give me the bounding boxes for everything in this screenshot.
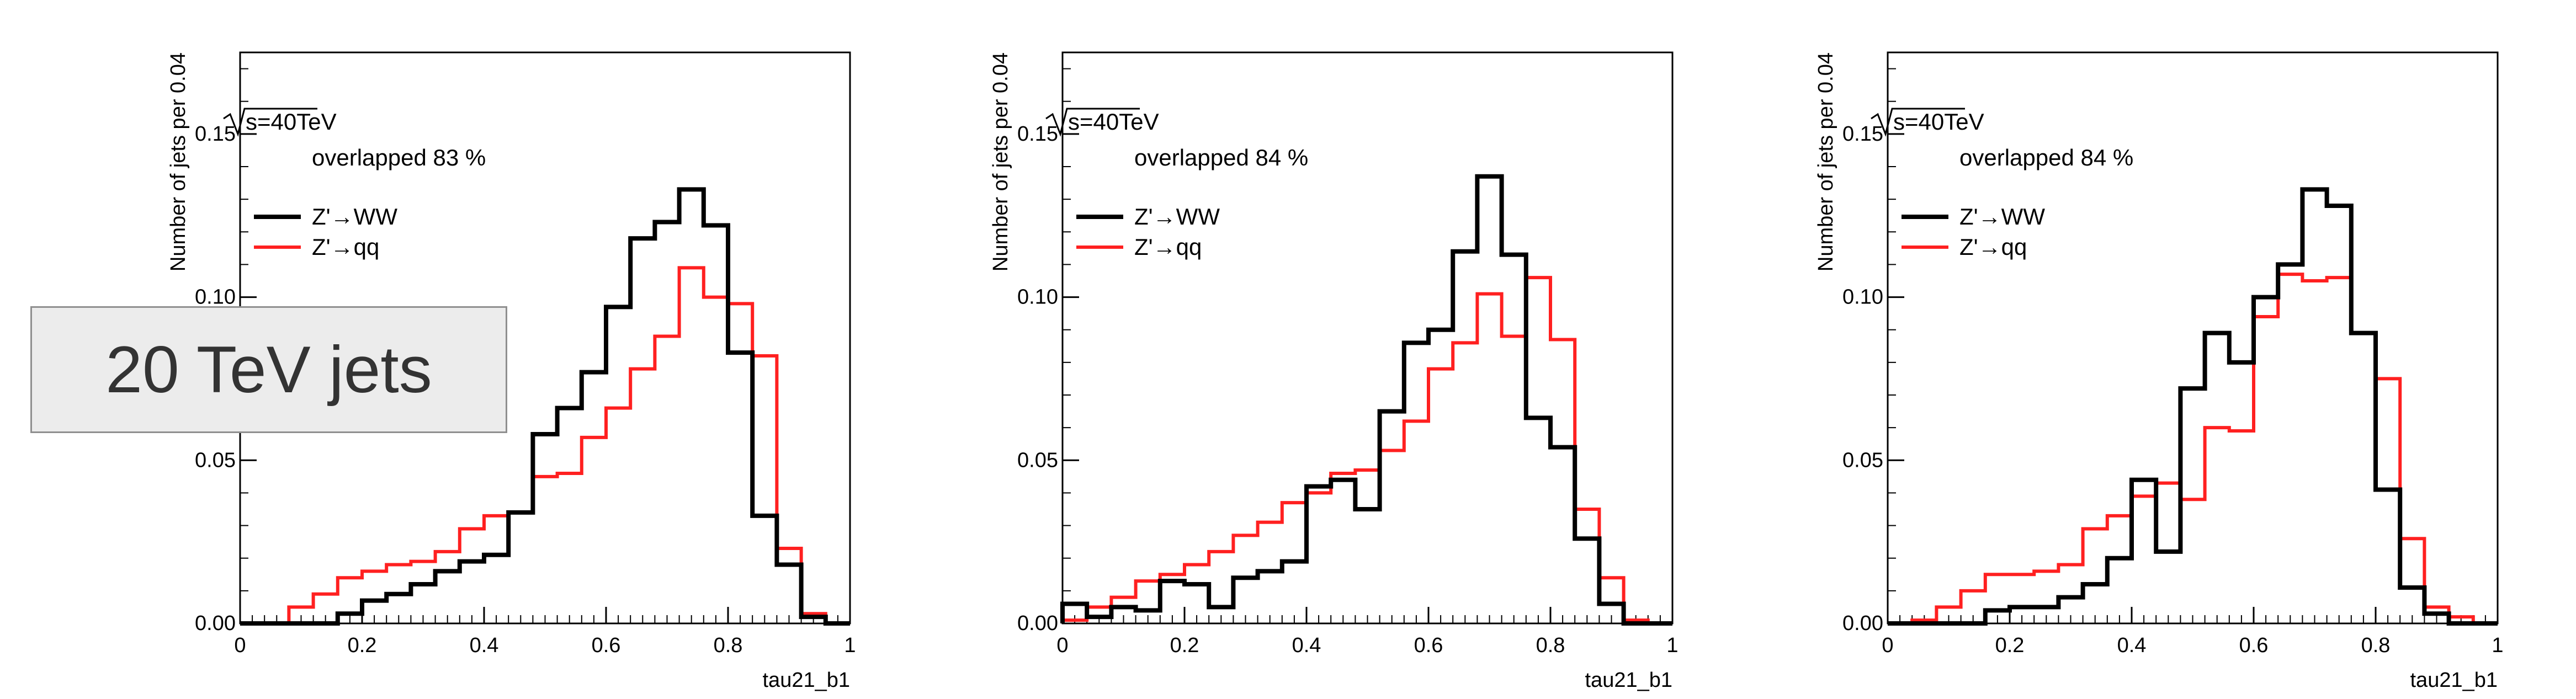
y-tick-label: 0.15 bbox=[195, 122, 236, 146]
histogram-zprime-qq bbox=[1888, 273, 2498, 625]
sqrt-symbol bbox=[223, 108, 317, 137]
legend-label: Z'→WW bbox=[1134, 204, 1220, 230]
x-tick-label: 1 bbox=[1666, 634, 1678, 657]
x-tick-label: 0 bbox=[234, 634, 246, 657]
x-axis-label: tau21_b1 bbox=[763, 669, 851, 692]
overlap-label: overlapped 84 % bbox=[1959, 145, 2133, 170]
y-tick-label: 0.00 bbox=[1017, 612, 1058, 635]
legend-label: Z'→WW bbox=[1959, 204, 2045, 230]
y-tick-label: 0.10 bbox=[195, 286, 236, 309]
y-tick-label: 0.05 bbox=[1842, 449, 1883, 472]
energy-label: s=40TeV bbox=[246, 109, 337, 135]
overlap-label: overlapped 83 % bbox=[312, 145, 486, 170]
x-tick-label: 0.8 bbox=[1536, 634, 1565, 657]
y-axis-label: Number of jets per 0.04 bbox=[1814, 52, 1837, 271]
x-tick-label: 0 bbox=[1882, 634, 1893, 657]
histogram-zprime-qq bbox=[1061, 276, 1672, 625]
x-tick-label: 0.6 bbox=[1414, 634, 1443, 657]
energy-label: s=40TeV bbox=[1068, 109, 1159, 135]
y-tick-label: 0.10 bbox=[1017, 286, 1058, 309]
sqrt-symbol bbox=[1045, 108, 1140, 137]
histogram-zprime-ww bbox=[240, 187, 850, 626]
jets-label-box: 20 TeV jets bbox=[30, 306, 507, 433]
chart-panel-2: 0 0.2 0.4 0.6 0.8 1 0.00 0.05 0.10 0.15 tau21_b1 Nu… bbox=[989, 51, 1679, 692]
y-tick-label: 0.10 bbox=[1842, 286, 1883, 309]
x-tick-label: 0.2 bbox=[348, 634, 377, 657]
x-tick-label: 0 bbox=[1056, 634, 1068, 657]
x-tick-label: 0.8 bbox=[714, 634, 743, 657]
x-axis-label: tau21_b1 bbox=[2410, 669, 2498, 692]
x-tick-label: 0.6 bbox=[2239, 634, 2269, 657]
sqrt-symbol bbox=[1871, 108, 1965, 137]
y-tick-label: 0.00 bbox=[195, 612, 236, 635]
chart-panel-3: 0 0.2 0.4 0.6 0.8 1 0.00 0.05 0.10 0.15 tau21_b1 Nu… bbox=[1814, 51, 2504, 692]
y-axis-label: Number of jets per 0.04 bbox=[989, 52, 1012, 271]
x-tick-label: 0.2 bbox=[1995, 634, 2025, 657]
y-tick-label: 0.00 bbox=[1842, 612, 1883, 635]
x-tick-label: 1 bbox=[844, 634, 856, 657]
x-tick-label: 0.8 bbox=[2361, 634, 2391, 657]
x-axis-label: tau21_b1 bbox=[1585, 669, 1673, 692]
x-tick-label: 0.4 bbox=[2117, 634, 2147, 657]
histogram-zprime-ww bbox=[1060, 174, 1672, 626]
legend-label: Z'→WW bbox=[312, 204, 397, 230]
y-tick-label: 0.15 bbox=[1017, 122, 1058, 146]
chart-panel-1: 0 0.2 0.4 0.6 0.8 1 0.00 0.05 0.10 0.15 tau21_b1 Nu… bbox=[167, 51, 856, 692]
energy-label: s=40TeV bbox=[1893, 109, 1984, 135]
y-tick-label: 0.15 bbox=[1842, 122, 1883, 146]
legend-label: Z'→qq bbox=[312, 234, 379, 260]
x-tick-label: 0.6 bbox=[592, 634, 621, 657]
x-tick-label: 0.2 bbox=[1170, 634, 1199, 657]
y-tick-label: 0.05 bbox=[1017, 449, 1058, 472]
y-tick-label: 0.05 bbox=[195, 449, 236, 472]
x-tick-label: 1 bbox=[2492, 634, 2503, 657]
histogram-zprime-qq bbox=[240, 266, 850, 625]
y-axis-label: Number of jets per 0.04 bbox=[167, 52, 190, 271]
overlap-label: overlapped 84 % bbox=[1134, 145, 1308, 170]
x-tick-label: 0.4 bbox=[1292, 634, 1321, 657]
x-tick-label: 0.4 bbox=[470, 634, 499, 657]
legend-label: Z'→qq bbox=[1134, 234, 1202, 260]
histogram-zprime-ww bbox=[1888, 187, 2498, 626]
legend-label: Z'→qq bbox=[1959, 234, 2027, 260]
